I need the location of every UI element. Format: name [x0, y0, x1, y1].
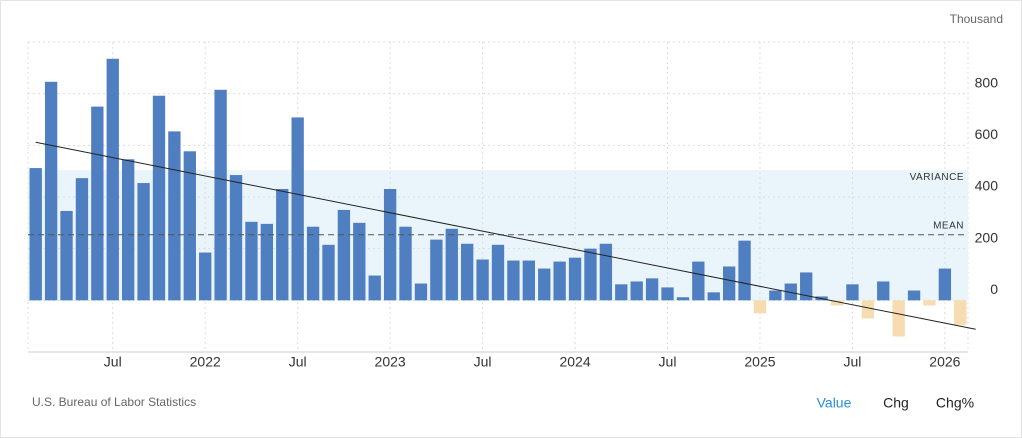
x-tick-label: Jul — [104, 354, 122, 370]
source: U.S. Bureau of Labor Statistics — [32, 395, 196, 409]
bar — [106, 58, 119, 301]
x-tick-label: 2026 — [929, 354, 960, 370]
y-tick-label: 800 — [975, 74, 999, 90]
y-tick-label: 0 — [990, 281, 998, 297]
x-tick-label: Jul — [289, 354, 307, 370]
bar — [383, 188, 397, 301]
variance-label: VARIANCE — [910, 172, 964, 183]
x-tick-label: 2023 — [375, 354, 406, 370]
bar — [615, 284, 628, 301]
bar — [800, 272, 813, 301]
bar — [753, 300, 767, 314]
x-tick-label: 2024 — [559, 354, 590, 370]
bar — [784, 283, 797, 301]
bar — [738, 240, 751, 301]
bar — [476, 259, 489, 301]
bar — [769, 290, 782, 301]
bar — [353, 222, 366, 301]
bar — [522, 260, 535, 301]
bar — [877, 281, 890, 301]
bar — [584, 248, 597, 301]
bar — [445, 228, 458, 301]
bar — [245, 221, 258, 301]
y-tick-label: 400 — [975, 178, 999, 194]
x-tick-label: 2025 — [744, 354, 775, 370]
bar — [676, 297, 690, 301]
bar — [430, 239, 443, 301]
x-tick-label: 2022 — [190, 354, 221, 370]
bar — [846, 284, 859, 301]
bar — [29, 168, 42, 301]
bar — [152, 95, 166, 301]
bar — [260, 223, 274, 301]
bar — [491, 244, 505, 301]
mean-label: MEAN — [933, 220, 964, 231]
unit-label: Thousand — [950, 12, 1003, 26]
bar — [399, 226, 412, 301]
x-tick-label: Jul — [659, 354, 677, 370]
bar — [291, 117, 304, 301]
value-button[interactable]: Value — [817, 395, 852, 411]
bar — [861, 300, 874, 319]
bar — [692, 261, 705, 301]
chg-button[interactable]: Chg — [883, 395, 909, 411]
bar — [661, 287, 674, 301]
bar — [137, 183, 150, 301]
bar — [276, 188, 289, 301]
x-tick-label: Jul — [474, 354, 492, 370]
bar — [907, 290, 921, 301]
y-tick-label: 600 — [975, 126, 999, 142]
bar — [60, 210, 73, 301]
bar — [122, 159, 135, 301]
bar — [306, 226, 320, 301]
bar — [229, 175, 243, 301]
bar — [938, 268, 952, 301]
bar — [199, 252, 212, 301]
x-tick-label: Jul — [843, 354, 861, 370]
trend-line — [35, 141, 976, 330]
bar — [722, 266, 736, 301]
bar — [599, 243, 613, 301]
bar — [214, 89, 227, 301]
bar — [322, 244, 335, 301]
chg-pct-button[interactable]: Chg% — [936, 395, 974, 411]
bar — [892, 300, 905, 337]
bar — [568, 257, 582, 301]
bar — [414, 283, 428, 301]
bar — [75, 178, 89, 301]
bar — [954, 300, 967, 325]
bar — [183, 151, 196, 301]
bar — [553, 261, 566, 301]
bar — [168, 131, 181, 301]
bar — [707, 292, 720, 301]
bar — [538, 268, 551, 301]
bar — [630, 281, 643, 301]
bar — [923, 300, 936, 306]
bar — [368, 275, 381, 301]
bar — [830, 300, 844, 306]
bar — [507, 260, 520, 301]
bar — [645, 278, 659, 301]
bar — [461, 243, 474, 301]
y-tick-label: 200 — [975, 229, 999, 245]
bar — [91, 106, 104, 301]
bar — [44, 81, 58, 301]
bar — [337, 209, 351, 301]
